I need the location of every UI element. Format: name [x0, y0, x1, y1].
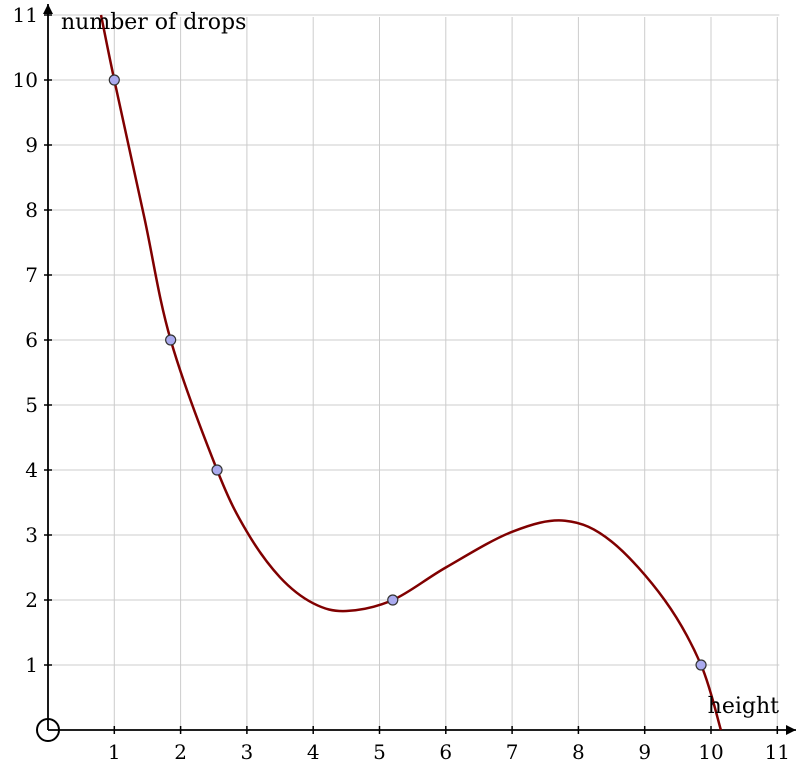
x-tick-label: 5 [373, 740, 386, 764]
x-tick-label: 4 [307, 740, 320, 764]
x-tick-label: 11 [765, 740, 790, 764]
y-tick-label: 3 [25, 523, 38, 547]
x-axis-ticks: 1 2 3 4 5 6 7 8 9 10 11 [108, 726, 790, 764]
y-tick-label: 1 [25, 653, 38, 677]
y-axis-ticks: 1 2 3 4 5 6 7 8 9 10 11 [13, 3, 52, 677]
data-point [211, 464, 223, 476]
axes [43, 4, 796, 735]
y-tick-label: 9 [25, 133, 38, 157]
x-tick-label: 2 [174, 740, 187, 764]
series-curve [99, 14, 723, 731]
data-point [165, 334, 177, 346]
data-point [108, 74, 120, 86]
y-tick-label: 7 [25, 263, 38, 287]
x-axis-arrow-icon [786, 725, 796, 735]
x-tick-label: 10 [698, 740, 723, 764]
x-axis-title: height [708, 694, 779, 719]
data-point [387, 594, 399, 606]
data-points [108, 74, 707, 671]
x-tick-label: 1 [108, 740, 121, 764]
y-tick-label: 10 [13, 68, 38, 92]
x-tick-label: 6 [439, 740, 452, 764]
x-tick-label: 7 [506, 740, 519, 764]
y-tick-label: 6 [25, 328, 38, 352]
x-tick-label: 8 [572, 740, 585, 764]
y-tick-label: 8 [25, 198, 38, 222]
data-point [695, 659, 707, 671]
y-tick-label: 4 [25, 458, 38, 482]
y-tick-label: 2 [25, 588, 38, 612]
grid [48, 14, 780, 730]
origin-icon [36, 718, 60, 742]
y-axis-arrow-icon [43, 4, 53, 14]
y-tick-label: 5 [25, 393, 38, 417]
y-axis-title: number of drops [61, 10, 246, 35]
y-tick-label: 11 [13, 3, 38, 27]
x-tick-label: 9 [638, 740, 651, 764]
x-tick-label: 3 [241, 740, 254, 764]
